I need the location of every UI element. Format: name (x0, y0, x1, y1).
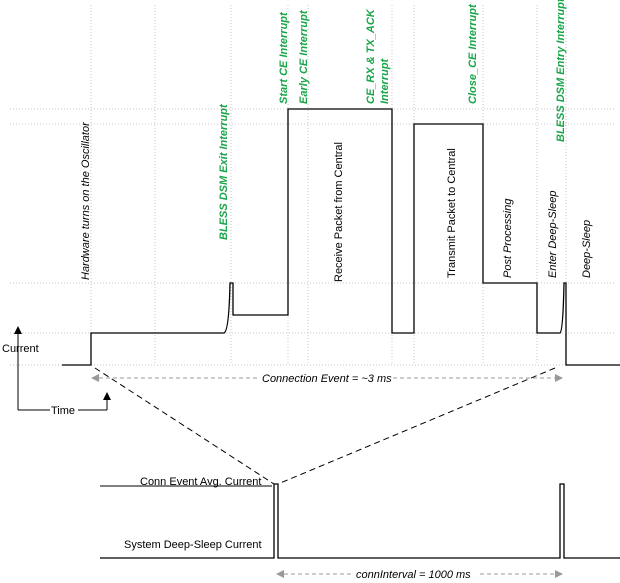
avg-current-label: Conn Event Avg. Current (140, 476, 261, 488)
time-axis-label: Time (51, 405, 75, 417)
zoom-line-left (94, 367, 275, 485)
phase-label-transmit: Transmit Packet to Central (446, 148, 458, 278)
current-axis-label: Current (2, 343, 39, 355)
horizontal-grid-lines (10, 108, 615, 366)
interrupt-label-early-ce: Early CE Interrupt (298, 9, 310, 104)
macro-waveform (100, 483, 620, 559)
current-waveform (62, 108, 620, 366)
phase-label-hw-osc: Hardware turns on the Oscillator (80, 121, 92, 280)
connection-event-label: Connection Event = ~3 ms (262, 373, 392, 385)
interrupt-label-dsm-exit: BLESS DSM Exit Interrupt (218, 103, 230, 240)
deep-sleep-current-label: System Deep-Sleep Current (124, 539, 262, 551)
vertical-grid-lines (90, 5, 567, 365)
interrupt-label-dsm-entry: BLESS DSM Entry Interrupt (555, 0, 567, 142)
span-label-bg (258, 371, 392, 385)
zoom-line-right (277, 367, 556, 485)
interrupt-label-start-ce: Start CE Interrupt (278, 11, 290, 104)
interval-label-bg (353, 567, 477, 581)
conn-interval-label: connInterval = 1000 ms (356, 569, 471, 581)
interrupt-label-close-ce: Close_CE Interrupt (467, 3, 479, 104)
phase-label-enter-ds: Enter Deep-Sleep (547, 191, 559, 278)
interrupt-label-ce-rx-tx-ack-1: CE_RX & TX_ACK (365, 8, 377, 104)
interrupt-label-ce-rx-tx-ack-2: Interrupt (379, 57, 391, 104)
phase-label-receive: Receive Packet from Central (333, 142, 345, 282)
phase-label-deep-sleep: Deep-Sleep (581, 220, 593, 278)
phase-label-post: Post Processing (502, 198, 514, 278)
